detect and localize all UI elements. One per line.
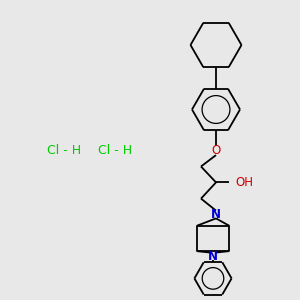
Text: N: N xyxy=(208,250,218,263)
Text: O: O xyxy=(212,144,220,157)
Text: Cl - H: Cl - H xyxy=(47,143,82,157)
Text: Cl - H: Cl - H xyxy=(98,143,133,157)
Text: N: N xyxy=(211,208,221,221)
Text: OH: OH xyxy=(236,176,253,189)
